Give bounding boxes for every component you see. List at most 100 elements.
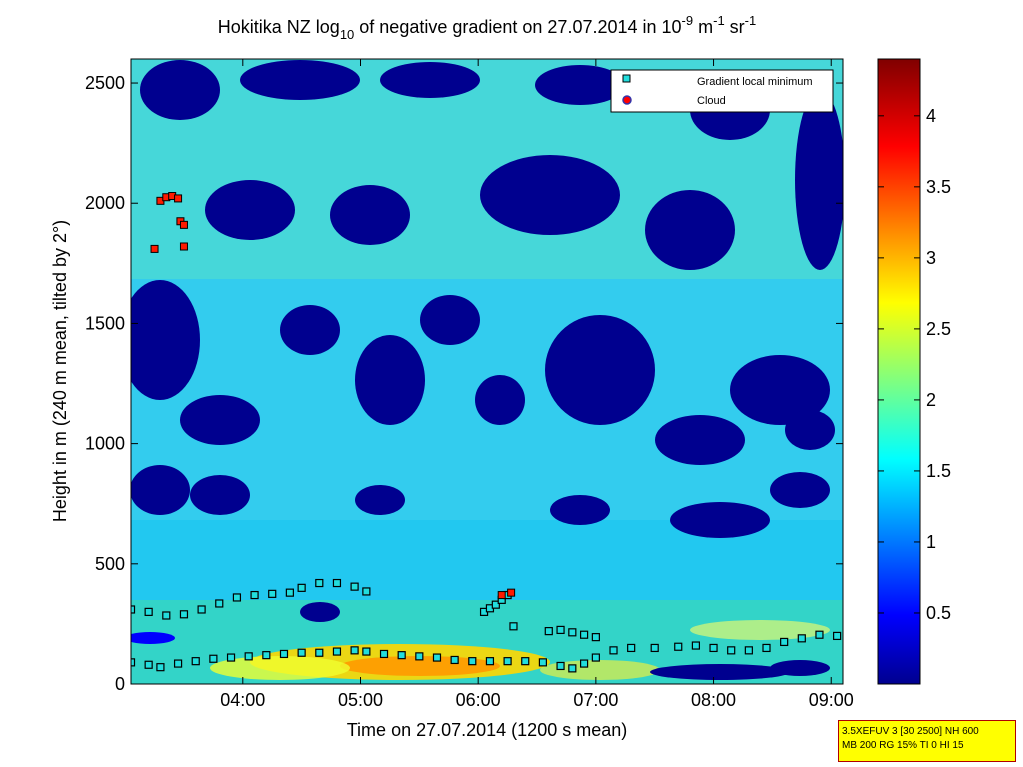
gradient-minimum-point	[362, 587, 371, 596]
gradient-minimum-point	[491, 600, 500, 609]
gradient-minimum-point	[538, 658, 548, 667]
gradient-minimum-point	[379, 649, 389, 659]
gradient-minimum-point	[727, 646, 736, 655]
gradient-minimum-point	[131, 658, 136, 667]
gradient-minimum-point	[415, 652, 424, 661]
gradient-minimum-point	[191, 657, 200, 666]
gradient-minimum-point	[591, 633, 600, 642]
colorbar-tick-label: 3	[926, 248, 936, 268]
gradient-minimum-point	[215, 599, 224, 608]
gradient-minimum-point	[350, 582, 359, 591]
cloud-point	[179, 220, 188, 229]
gradient-minimum-point	[556, 625, 565, 635]
gradient-minimum-point	[485, 657, 495, 666]
plot-frame	[130, 58, 844, 685]
colorbar-tick-label: 2.5	[926, 319, 951, 339]
gradient-minimum-point	[297, 648, 306, 657]
gradient-minimum-point	[315, 648, 324, 657]
colorbar-tick-label: 1.5	[926, 461, 951, 481]
gradient-minimum-point	[279, 649, 289, 659]
gradient-minimum-point	[197, 605, 206, 614]
gradient-minimum-point	[815, 630, 824, 639]
legend: Gradient local minimum Cloud	[610, 69, 834, 113]
gradient-minimum-point	[650, 643, 659, 653]
colorbar: 0.5 1 1.5 2 2.5 3 3.5 4	[877, 58, 951, 685]
info-line-1: 3.5XEFUV 3 [30 2500] NH 600	[842, 726, 979, 737]
cloud-point	[150, 244, 159, 253]
gradient-minimum-point	[609, 646, 618, 655]
gradient-minimum-point	[691, 641, 700, 650]
gradient-minimum-point	[709, 643, 718, 653]
gradient-minimum-point	[797, 634, 806, 643]
gradient-minimum-point	[450, 655, 459, 665]
gradient-minimum-point	[544, 627, 553, 636]
gradient-minimum-point	[285, 588, 294, 597]
gradient-minimum-point	[350, 646, 359, 655]
legend-label-gradient-minimum: Gradient local minimum	[697, 76, 813, 88]
legend-box	[610, 69, 834, 113]
gradient-minimum-point	[568, 664, 577, 673]
gradient-minimum-point	[173, 659, 183, 668]
x-tick-label: 07:00	[573, 690, 618, 710]
gradient-minimum-point	[591, 653, 600, 662]
y-tick-label: 0	[115, 674, 125, 694]
colorbar-tick-label: 2	[926, 390, 936, 410]
y-tick-label: 2500	[85, 73, 125, 93]
y-tick-label: 1500	[85, 313, 125, 333]
gradient-minimum-point	[509, 622, 518, 631]
chart-title: Hokitika NZ log10 of negative gradient o…	[218, 13, 756, 42]
gradient-minimum-point	[315, 578, 324, 588]
x-tick-label: 05:00	[338, 690, 383, 710]
legend-marker-cloud	[622, 95, 632, 105]
gradient-minimum-point	[209, 654, 218, 663]
y-axis: 0 500 1000 1500 2000 2500	[85, 73, 843, 694]
gradient-minimum-point	[568, 628, 577, 637]
x-axis-label: Time on 27.07.2014 (1200 s mean)	[347, 720, 628, 740]
gradient-minimum-point	[521, 657, 530, 666]
cloud-point	[507, 588, 516, 597]
colorbar-tick-label: 4	[926, 106, 936, 126]
colorbar-tick-label: 0.5	[926, 603, 951, 623]
gradient-minimum-point	[744, 646, 753, 655]
colorbar-gradient	[877, 58, 921, 685]
y-tick-label: 2000	[85, 193, 125, 213]
gradient-minimum-point	[397, 651, 406, 660]
cloud-point	[179, 242, 188, 251]
gradient-minimum-point	[144, 607, 153, 616]
gradient-minimum-point	[297, 583, 306, 592]
cloud-point	[174, 194, 183, 203]
legend-marker-gradient-minimum	[622, 74, 631, 83]
gradient-minimum-point	[332, 578, 342, 588]
y-axis-label: Height in m (240 m mean, tilted by 2°)	[50, 220, 70, 522]
y-tick-label: 1000	[85, 434, 125, 454]
gradient-minimum-point	[674, 642, 683, 651]
marker-layer	[131, 192, 842, 673]
gradient-minimum-point	[250, 590, 259, 600]
gradient-minimum-point	[579, 630, 589, 639]
x-tick-label: 06:00	[456, 690, 501, 710]
gradient-minimum-point	[144, 660, 153, 669]
gradient-minimum-point	[762, 643, 771, 653]
gradient-minimum-point	[131, 605, 136, 614]
colorbar-ticks: 0.5 1 1.5 2 2.5 3 3.5 4	[878, 106, 951, 623]
cloud-point	[497, 591, 506, 600]
x-tick-label: 09:00	[809, 690, 854, 710]
colorbar-tick-label: 1	[926, 532, 936, 552]
gradient-minimum-point	[627, 643, 636, 653]
gradient-minimum-point	[579, 659, 589, 668]
gradient-minimum-point	[503, 657, 512, 666]
y-tick-label: 500	[95, 554, 125, 574]
gradient-minimum-point	[179, 610, 189, 619]
x-tick-label: 04:00	[220, 690, 265, 710]
x-axis: 04:00 05:00 06:00 07:00 08:00 09:00	[220, 59, 854, 710]
gradient-minimum-point	[226, 653, 236, 662]
gradient-minimum-point	[468, 657, 477, 666]
gradient-minimum-point	[332, 647, 342, 656]
heatmap-field	[131, 59, 843, 684]
gradient-minimum-point	[244, 652, 253, 661]
gradient-minimum-point	[780, 637, 789, 647]
gradient-minimum-point	[556, 661, 565, 671]
x-tick-label: 08:00	[691, 690, 736, 710]
parameter-info-box: 3.5XEFUV 3 [30 2500] NH 600 MB 200 RG 15…	[838, 720, 1016, 762]
